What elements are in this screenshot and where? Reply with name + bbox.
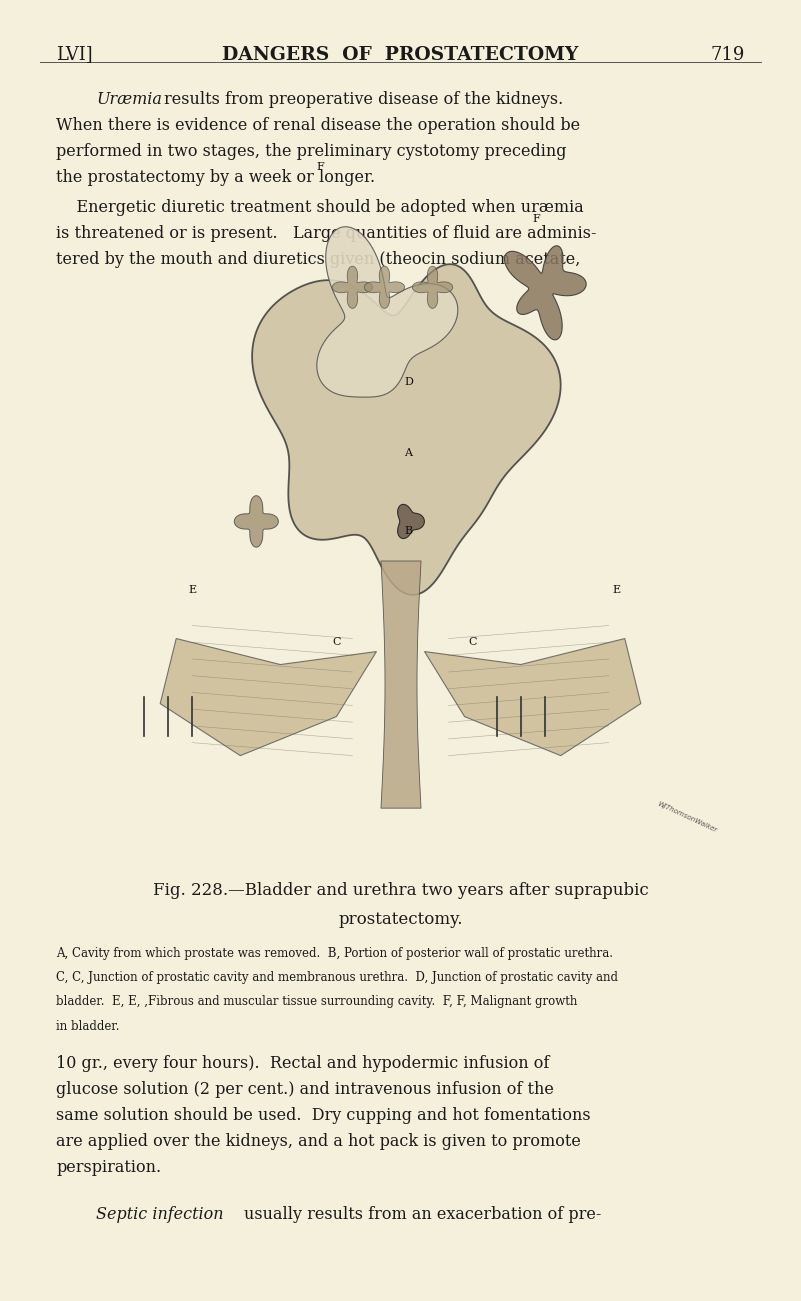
Text: E: E <box>613 585 621 595</box>
Text: glucose solution (2 per cent.) and intravenous infusion of the: glucose solution (2 per cent.) and intra… <box>56 1081 554 1098</box>
Text: F: F <box>533 215 541 224</box>
Text: F: F <box>316 163 324 172</box>
Text: Fig. 228.—Bladder and urethra two years after suprapubic: Fig. 228.—Bladder and urethra two years … <box>153 882 648 899</box>
Text: D: D <box>404 377 413 386</box>
Polygon shape <box>505 246 586 340</box>
Text: C: C <box>332 637 340 647</box>
Polygon shape <box>425 639 641 756</box>
Text: Septic infection: Septic infection <box>96 1206 223 1223</box>
Polygon shape <box>235 496 279 548</box>
Polygon shape <box>413 267 453 308</box>
Polygon shape <box>252 264 561 595</box>
Text: E: E <box>188 585 196 595</box>
Text: A, Cavity from which prostate was removed.  B, Portion of posterior wall of pros: A, Cavity from which prostate was remove… <box>56 947 613 960</box>
Text: usually results from an exacerbation of pre-: usually results from an exacerbation of … <box>244 1206 602 1223</box>
Text: is threatened or is present.   Large quantities of fluid are adminis-: is threatened or is present. Large quant… <box>56 225 597 242</box>
Text: in bladder.: in bladder. <box>56 1020 119 1033</box>
Text: results from preoperative disease of the kidneys.: results from preoperative disease of the… <box>164 91 563 108</box>
Text: perspiration.: perspiration. <box>56 1159 161 1176</box>
Text: 719: 719 <box>710 46 745 64</box>
Text: prostatectomy.: prostatectomy. <box>338 911 463 928</box>
Text: same solution should be used.  Dry cupping and hot fomentations: same solution should be used. Dry cuppin… <box>56 1107 590 1124</box>
Text: WJThomsonWalker: WJThomsonWalker <box>657 800 718 834</box>
Polygon shape <box>397 505 425 539</box>
Polygon shape <box>332 267 372 308</box>
Text: performed in two stages, the preliminary cystotomy preceding: performed in two stages, the preliminary… <box>56 143 566 160</box>
Text: When there is evidence of renal disease the operation should be: When there is evidence of renal disease … <box>56 117 580 134</box>
Text: LVI]: LVI] <box>56 46 93 64</box>
Polygon shape <box>317 226 458 397</box>
Text: tered by the mouth and diuretics given (theocin sodium acetate,: tered by the mouth and diuretics given (… <box>56 251 581 268</box>
Text: C, C, Junction of prostatic cavity and membranous urethra.  D, Junction of prost: C, C, Junction of prostatic cavity and m… <box>56 971 618 984</box>
Text: Uræmia: Uræmia <box>96 91 162 108</box>
Polygon shape <box>160 639 376 756</box>
Text: the prostatectomy by a week or longer.: the prostatectomy by a week or longer. <box>56 169 375 186</box>
Text: bladder.  E, E, ,Fibrous and muscular tissue surrounding cavity.  F, F, Malignan: bladder. E, E, ,Fibrous and muscular tis… <box>56 995 578 1008</box>
Text: 10 gr., every four hours).  Rectal and hypodermic infusion of: 10 gr., every four hours). Rectal and hy… <box>56 1055 549 1072</box>
Text: B: B <box>405 527 413 536</box>
Text: Energetic diuretic treatment should be adopted when uræmia: Energetic diuretic treatment should be a… <box>56 199 584 216</box>
Text: DANGERS  OF  PROSTATECTOMY: DANGERS OF PROSTATECTOMY <box>223 46 578 64</box>
Polygon shape <box>364 267 405 308</box>
Text: are applied over the kidneys, and a hot pack is given to promote: are applied over the kidneys, and a hot … <box>56 1133 581 1150</box>
Text: C: C <box>469 637 477 647</box>
Text: A: A <box>405 449 413 458</box>
